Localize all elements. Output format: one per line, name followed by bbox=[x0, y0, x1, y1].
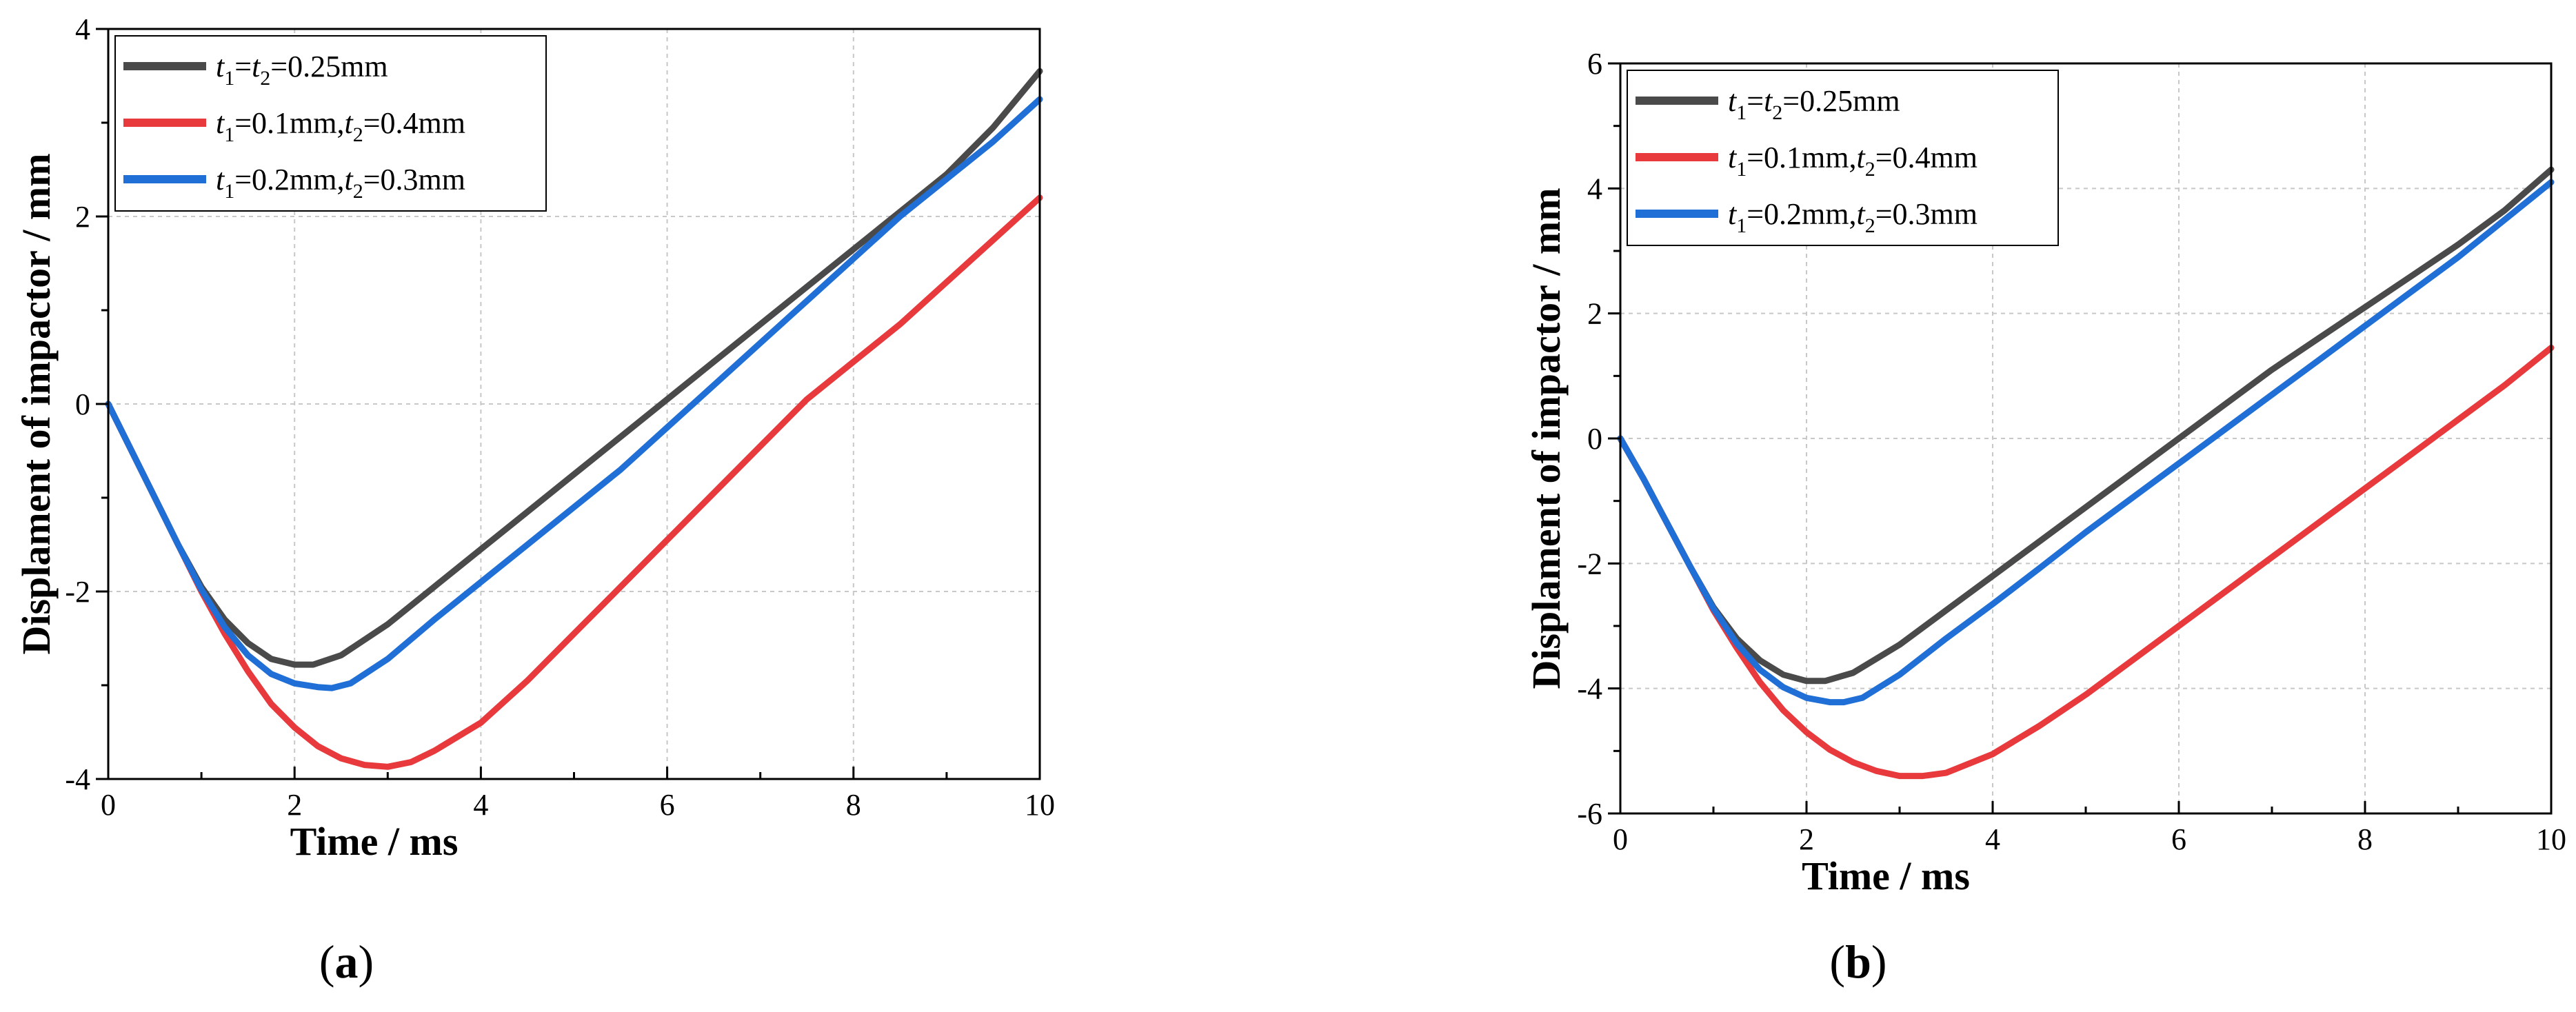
series-line-2 bbox=[105, 194, 1043, 770]
y-tick-label: 4 bbox=[1587, 172, 1602, 205]
legend-label-part: =0.3mm bbox=[1875, 197, 1978, 231]
series-line-3 bbox=[1617, 179, 2555, 706]
legend-label-part: 1 bbox=[224, 180, 234, 203]
y-tick-label: 2 bbox=[75, 200, 90, 234]
x-tick-label: 6 bbox=[660, 788, 675, 822]
y-tick-label: 0 bbox=[75, 387, 90, 421]
x-tick-label: 0 bbox=[101, 788, 116, 822]
panel-a: 0 2 4 6 8 10 -4 -2 0 2 4 Time / ms Displament of imp… bbox=[14, 12, 1055, 988]
legend-label-part: = bbox=[234, 50, 252, 83]
y-axis-title: Displament of impactor / mm bbox=[14, 153, 59, 654]
y-tick-label: -6 bbox=[1577, 797, 1602, 831]
legend-label-part: t bbox=[1857, 141, 1866, 174]
legend-label-part: t bbox=[345, 163, 354, 196]
legend-label-part: 1 bbox=[1736, 214, 1747, 237]
legend-label-part: t bbox=[216, 163, 225, 196]
series-line-3 bbox=[105, 96, 1043, 691]
x-tick-label: 4 bbox=[1985, 822, 2000, 856]
legend-label-part: t bbox=[252, 50, 261, 83]
legend-label-part: =0.1mm, bbox=[1747, 141, 1856, 174]
caption-paren: ( bbox=[319, 935, 335, 988]
legend-label-1: t1=t2=0.25mm bbox=[216, 50, 388, 90]
x-tick-label: 6 bbox=[2171, 822, 2186, 856]
legend-label-part: t bbox=[1728, 141, 1738, 174]
caption-paren: ( bbox=[1829, 935, 1845, 988]
caption-paren: ) bbox=[359, 935, 374, 988]
legend-label-part: =0.25mm bbox=[270, 50, 388, 83]
legend-label-part: t bbox=[1764, 84, 1773, 118]
legend-label-part: 1 bbox=[1736, 158, 1747, 181]
y-tick-label: 6 bbox=[1587, 47, 1602, 81]
legend-label-2: t1=0.1mm,t2=0.4mm bbox=[1728, 141, 1978, 181]
y-tick-label: -4 bbox=[65, 762, 90, 796]
legend-label-part: 2 bbox=[1865, 158, 1875, 181]
legend-label-part: t bbox=[1728, 197, 1738, 231]
legend-label-part: 2 bbox=[1772, 101, 1782, 124]
caption-letter: a bbox=[335, 935, 359, 988]
legend-label-part: =0.2mm, bbox=[234, 163, 344, 196]
panel-caption: (b) bbox=[1829, 935, 1886, 988]
y-tick-label: 0 bbox=[1587, 422, 1602, 456]
caption-letter: b bbox=[1845, 935, 1871, 988]
y-tick-label: 4 bbox=[75, 12, 90, 46]
y-tick-label: -2 bbox=[65, 575, 90, 609]
caption-paren: ) bbox=[1871, 935, 1887, 988]
legend-label-part: 1 bbox=[224, 67, 234, 90]
legend-label-part: t bbox=[216, 106, 225, 140]
legend-label-part: =0.3mm bbox=[363, 163, 465, 196]
legend-label-part: 2 bbox=[353, 123, 363, 146]
x-tick-label: 8 bbox=[846, 788, 861, 822]
y-tick-label: -2 bbox=[1577, 547, 1602, 580]
legend-label-3: t1=0.2mm,t2=0.3mm bbox=[216, 163, 465, 203]
panel-caption: (a) bbox=[319, 935, 374, 988]
panel-b: 0 2 4 6 8 10 -6 -4 -2 0 2 4 6 Time / ms Displament of … bbox=[1524, 47, 2566, 988]
legend-label-part: t bbox=[1728, 84, 1738, 118]
legend-label-part: 2 bbox=[260, 67, 270, 90]
x-tick-label: 8 bbox=[2357, 822, 2373, 856]
x-tick-label: 2 bbox=[287, 788, 302, 822]
legend-label-part: 1 bbox=[1736, 101, 1747, 124]
x-tick-label: 2 bbox=[1799, 822, 1814, 856]
x-axis-title: Time / ms bbox=[290, 819, 459, 864]
legend-label-part: =0.1mm, bbox=[234, 106, 344, 140]
legend-label-2: t1=0.1mm,t2=0.4mm bbox=[216, 106, 465, 146]
series-line-2 bbox=[1617, 345, 2555, 780]
x-tick-label: 10 bbox=[2536, 822, 2566, 856]
legend-label-part: 2 bbox=[1865, 214, 1875, 237]
x-tick-label: 4 bbox=[473, 788, 488, 822]
y-tick-label: -4 bbox=[1577, 672, 1602, 706]
x-tick-label: 0 bbox=[1613, 822, 1628, 856]
legend-label-part: =0.25mm bbox=[1782, 84, 1900, 118]
legend-label-part: 2 bbox=[353, 180, 363, 203]
legend-label-3: t1=0.2mm,t2=0.3mm bbox=[1728, 197, 1978, 237]
legend-label-part: t bbox=[216, 50, 225, 83]
legend-label-part: =0.2mm, bbox=[1747, 197, 1856, 231]
x-tick-label: 10 bbox=[1025, 788, 1055, 822]
legend-label-part: t bbox=[345, 106, 354, 140]
legend-label-part: =0.4mm bbox=[1875, 141, 1978, 174]
legend-label-part: t bbox=[1857, 197, 1866, 231]
legend-label-part: = bbox=[1747, 84, 1764, 118]
y-axis-title: Displament of impactor / mm bbox=[1524, 188, 1569, 689]
series-line-1 bbox=[1617, 166, 2555, 685]
legend-label-part: =0.4mm bbox=[363, 106, 465, 140]
legend-label-1: t1=t2=0.25mm bbox=[1728, 84, 1900, 124]
x-axis-title: Time / ms bbox=[1802, 853, 1970, 898]
legend-label-part: 1 bbox=[224, 123, 234, 146]
y-tick-label: 2 bbox=[1587, 297, 1602, 331]
